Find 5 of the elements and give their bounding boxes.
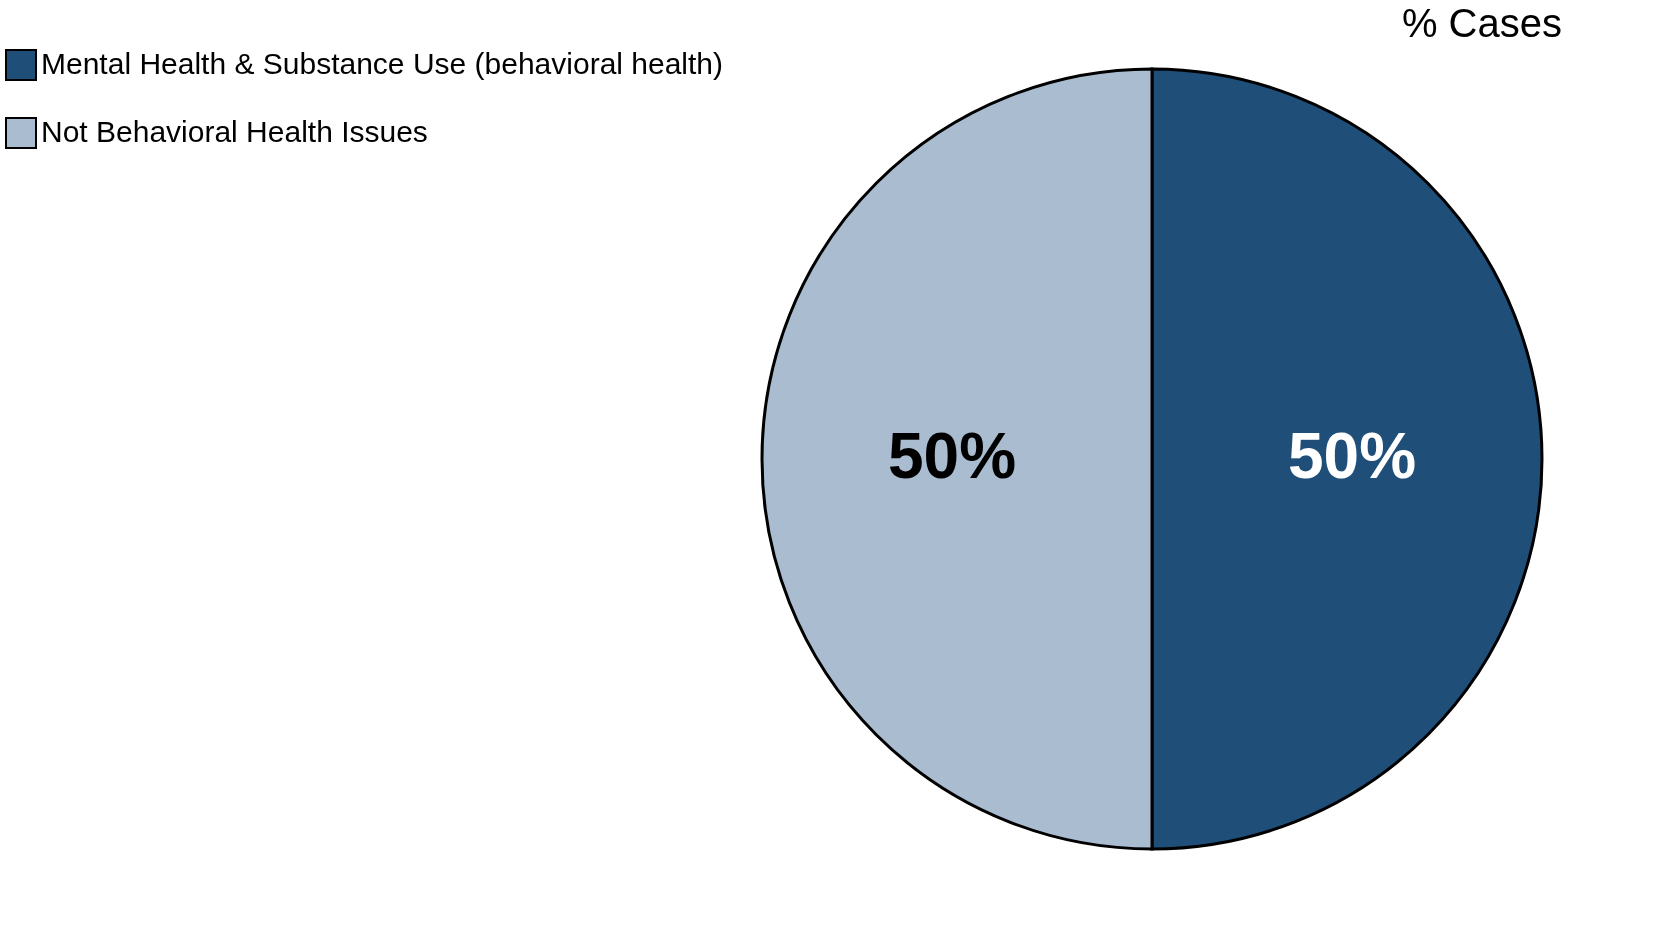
data-label: 50% xyxy=(1287,420,1417,492)
data-label: 50% xyxy=(887,420,1017,492)
chart-title: % Cases xyxy=(1401,1,1562,45)
legend-label: Mental Health & Substance Use (behavioral health) xyxy=(41,47,724,80)
legend-label: Not Behavioral Health Issues xyxy=(41,115,428,148)
